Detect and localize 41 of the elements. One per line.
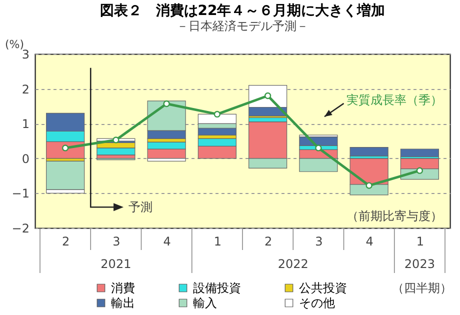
point (62, 144, 69, 152)
y-tick-label: −1 (12, 186, 30, 201)
text: 実質成長率（季） (346, 92, 442, 107)
legend-label: 消費 (111, 281, 135, 295)
text: 2023 (404, 257, 435, 271)
x-tick-label: 1 (416, 234, 424, 248)
point (416, 167, 424, 174)
point (315, 144, 322, 152)
x-axis-title: （四半期） (392, 281, 452, 295)
point (264, 92, 272, 100)
chart-title: 図表２ 消費は22年４～６月期に大きく増加 (100, 2, 386, 19)
y-tick-label: −2 (12, 222, 30, 236)
x-tick-label: 2 (62, 234, 70, 248)
point (163, 100, 170, 108)
chart-subtitle: －日本経済モデル予測－ (176, 19, 308, 33)
y-tick-label: 0 (22, 152, 30, 166)
point (366, 182, 372, 189)
annotation: （前期比寄与度） (346, 208, 442, 223)
text: 2022 (278, 257, 308, 271)
y-tick-label: 2 (22, 82, 30, 96)
legend-label: 輸入 (193, 296, 217, 310)
y-axis-title: (%) (5, 38, 24, 51)
x-tick-label: 1 (214, 234, 222, 248)
x-tick-label: 3 (315, 234, 323, 248)
legend-label: 設備投資 (193, 281, 241, 295)
y-tick-label: 1 (22, 117, 30, 132)
x-tick-label: 4 (163, 234, 171, 248)
y-tick-label: 3 (22, 48, 30, 62)
legend-label: その他 (299, 296, 335, 310)
x-tick-label: 3 (112, 234, 120, 248)
point (112, 136, 120, 144)
bar (350, 146, 388, 156)
point (214, 110, 221, 118)
bar (198, 128, 236, 136)
text: 2021 (100, 257, 132, 271)
annotation: 予測 (128, 200, 153, 214)
legend-label: 公共投資 (299, 281, 347, 295)
bar (46, 160, 85, 190)
x-tick-label: 2 (264, 234, 272, 248)
legend-label: 輸出 (111, 296, 135, 310)
x-tick-label: 4 (366, 234, 374, 248)
